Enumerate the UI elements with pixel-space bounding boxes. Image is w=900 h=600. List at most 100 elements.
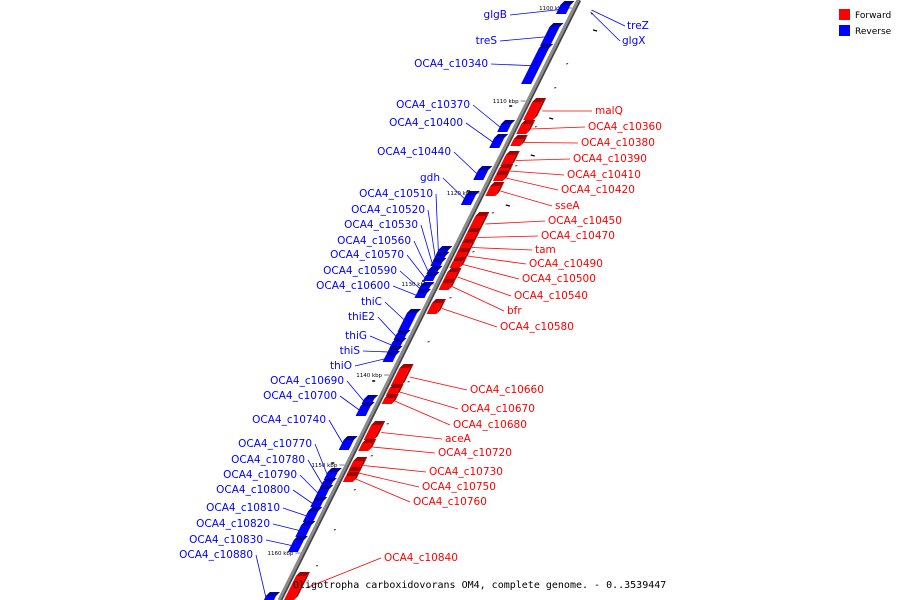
gene-label-oca4-c10760[interactable]: OCA4_c10760	[413, 496, 487, 508]
gene-label-oca4-c10360[interactable]: OCA4_c10360	[588, 121, 662, 133]
gene-block-oca4-c10820[interactable]	[295, 521, 316, 537]
gene-label-tam[interactable]: tam	[535, 244, 556, 256]
gene-label-oca4-c10380[interactable]: OCA4_c10380	[581, 137, 655, 149]
gene-block-tres[interactable]	[540, 23, 564, 46]
gene-block-oca4-c10680[interactable]	[381, 394, 399, 404]
gene-label-oca4-c10500[interactable]: OCA4_c10500	[522, 273, 596, 285]
gene-label-oca4-c10340[interactable]: OCA4_c10340	[414, 58, 488, 70]
gene-block-oca4-c10500[interactable]	[449, 257, 467, 268]
gene-label-oca4-c10790[interactable]: OCA4_c10790	[223, 469, 297, 481]
gene-label-tres[interactable]: treS	[476, 35, 498, 47]
gene-block-oca4-c10400[interactable]	[489, 134, 509, 148]
gene-block-oca4-c10700[interactable]	[355, 402, 375, 416]
gene-label-oca4-c10810[interactable]: OCA4_c10810	[206, 502, 280, 514]
leader-line	[381, 432, 443, 440]
gene-label-oca4-c10510[interactable]: OCA4_c10510	[359, 188, 433, 200]
gene-block-oca4-c10570[interactable]	[422, 272, 440, 281]
leader-line	[265, 539, 294, 547]
gene-label-oca4-c10830[interactable]: OCA4_c10830	[189, 534, 263, 546]
gene-face-front	[355, 406, 371, 416]
gene-label-oca4-c10400[interactable]: OCA4_c10400	[389, 117, 463, 129]
gene-label-glgb[interactable]: glgB	[484, 9, 507, 21]
gene-label-oca4-c10770[interactable]: OCA4_c10770	[238, 438, 312, 450]
gene-label-oca4-c10520[interactable]: OCA4_c10520	[351, 204, 425, 216]
gene-block-oca4-c10380[interactable]	[510, 135, 528, 146]
gene-block-malq[interactable]	[523, 98, 547, 120]
gene-label-oca4-c10590[interactable]: OCA4_c10590	[323, 265, 397, 277]
gene-label-oca4-c10370[interactable]: OCA4_c10370	[396, 99, 470, 111]
gene-block-oca4-c10370[interactable]	[497, 120, 516, 132]
gene-label-glgx[interactable]: glgX	[622, 35, 645, 47]
gene-label-oca4-c10660[interactable]: OCA4_c10660	[470, 384, 544, 396]
gene-block-oca4-c10420[interactable]	[492, 171, 510, 181]
gene-label-oca4-c10690[interactable]: OCA4_c10690	[270, 375, 344, 387]
gene-label-acea[interactable]: aceA	[445, 433, 472, 445]
gene-block-gdh[interactable]	[460, 191, 480, 205]
gene-label-thig[interactable]: thiG	[345, 330, 367, 342]
gene-block-oca4-c10440[interactable]	[473, 166, 493, 180]
gene-block-oca4-c10880[interactable]	[264, 592, 280, 600]
leader-line	[394, 400, 451, 426]
feature-dash	[472, 251, 475, 253]
gene-block-oca4-c10660[interactable]	[390, 364, 414, 386]
gene-label-oca4-c10490[interactable]: OCA4_c10490	[529, 258, 603, 270]
leader-line	[453, 151, 479, 176]
gene-label-oca4-c10700[interactable]: OCA4_c10700	[263, 390, 337, 402]
gene-face-front	[287, 540, 304, 552]
gene-label-thic[interactable]: thiC	[361, 296, 382, 308]
gene-face-side	[502, 171, 510, 181]
gene-label-gdh[interactable]: gdh	[420, 172, 440, 184]
gene-block-ssea[interactable]	[485, 182, 505, 196]
gene-block-oca4-c10800[interactable]	[310, 497, 328, 507]
genome-caption: Oligotropha carboxidovorans OM4, complet…	[293, 580, 666, 591]
gene-block-oca4-c10580[interactable]	[426, 299, 447, 314]
gene-label-bfr[interactable]: bfr	[507, 305, 522, 317]
leader-line	[413, 240, 429, 273]
gene-label-oca4-c10390[interactable]: OCA4_c10390	[573, 153, 647, 165]
gene-block-oca4-c10840[interactable]	[284, 572, 310, 600]
gene-label-thio[interactable]: thiO	[330, 360, 352, 372]
gene-block-bfr[interactable]	[438, 279, 456, 290]
gene-label-this[interactable]: thiS	[340, 345, 361, 357]
gene-label-oca4-c10580[interactable]: OCA4_c10580	[500, 321, 574, 333]
leader-line	[282, 507, 309, 517]
gene-label-oca4-c10440[interactable]: OCA4_c10440	[377, 146, 451, 158]
gene-label-ssea[interactable]: sseA	[555, 200, 580, 212]
gene-label-oca4-c10470[interactable]: OCA4_c10470	[541, 230, 615, 242]
gene-label-oca4-c10420[interactable]: OCA4_c10420	[561, 184, 635, 196]
leader-line	[346, 380, 365, 402]
gene-label-oca4-c10680[interactable]: OCA4_c10680	[453, 419, 527, 431]
gene-label-malq[interactable]: malQ	[595, 105, 623, 117]
gene-label-oca4-c10740[interactable]: OCA4_c10740	[252, 414, 326, 426]
gene-face-front	[492, 175, 506, 181]
gene-label-oca4-c10530[interactable]: OCA4_c10530	[344, 219, 418, 231]
gene-block-oca4-c10530[interactable]	[430, 258, 447, 266]
gene-label-oca4-c10600[interactable]: OCA4_c10600	[316, 280, 390, 292]
gene-block-oca4-c10600[interactable]	[414, 289, 431, 298]
gene-label-oca4-c10450[interactable]: OCA4_c10450	[548, 215, 622, 227]
gene-label-oca4-c10730[interactable]: OCA4_c10730	[429, 466, 503, 478]
gene-label-oca4-c10820[interactable]: OCA4_c10820	[196, 518, 270, 530]
gene-block-acea[interactable]	[363, 421, 386, 440]
gene-label-oca4-c10560[interactable]: OCA4_c10560	[337, 235, 411, 247]
gene-label-oca4-c10780[interactable]: OCA4_c10780	[231, 454, 305, 466]
gene-label-oca4-c10410[interactable]: OCA4_c10410	[567, 169, 641, 181]
gene-block-oca4-c10360[interactable]	[516, 120, 536, 134]
gene-block-oca4-c10720[interactable]	[358, 439, 377, 451]
gene-block-glgb[interactable]	[556, 1, 575, 14]
gene-block-oca4-c10810[interactable]	[302, 507, 323, 522]
gene-block-oca4-c10760[interactable]	[342, 472, 360, 482]
leader-line	[427, 209, 436, 259]
gene-label-oca4-c10540[interactable]: OCA4_c10540	[514, 290, 588, 302]
gene-label-oca4-c10720[interactable]: OCA4_c10720	[438, 447, 512, 459]
gene-block-oca4-c10830[interactable]	[287, 536, 308, 552]
gene-label-oca4-c10840[interactable]: OCA4_c10840	[384, 552, 458, 564]
gene-label-oca4-c10670[interactable]: OCA4_c10670	[461, 403, 535, 415]
gene-label-thie2[interactable]: thiE2	[348, 311, 375, 323]
gene-label-oca4-c10800[interactable]: OCA4_c10800	[216, 484, 290, 496]
gene-label-trez[interactable]: treZ	[627, 20, 649, 32]
gene-block-oca4-c10390[interactable]	[500, 151, 520, 166]
gene-label-oca4-c10750[interactable]: OCA4_c10750	[422, 481, 496, 493]
gene-label-oca4-c10570[interactable]: OCA4_c10570	[330, 249, 404, 261]
gene-label-oca4-c10880[interactable]: OCA4_c10880	[179, 549, 253, 561]
